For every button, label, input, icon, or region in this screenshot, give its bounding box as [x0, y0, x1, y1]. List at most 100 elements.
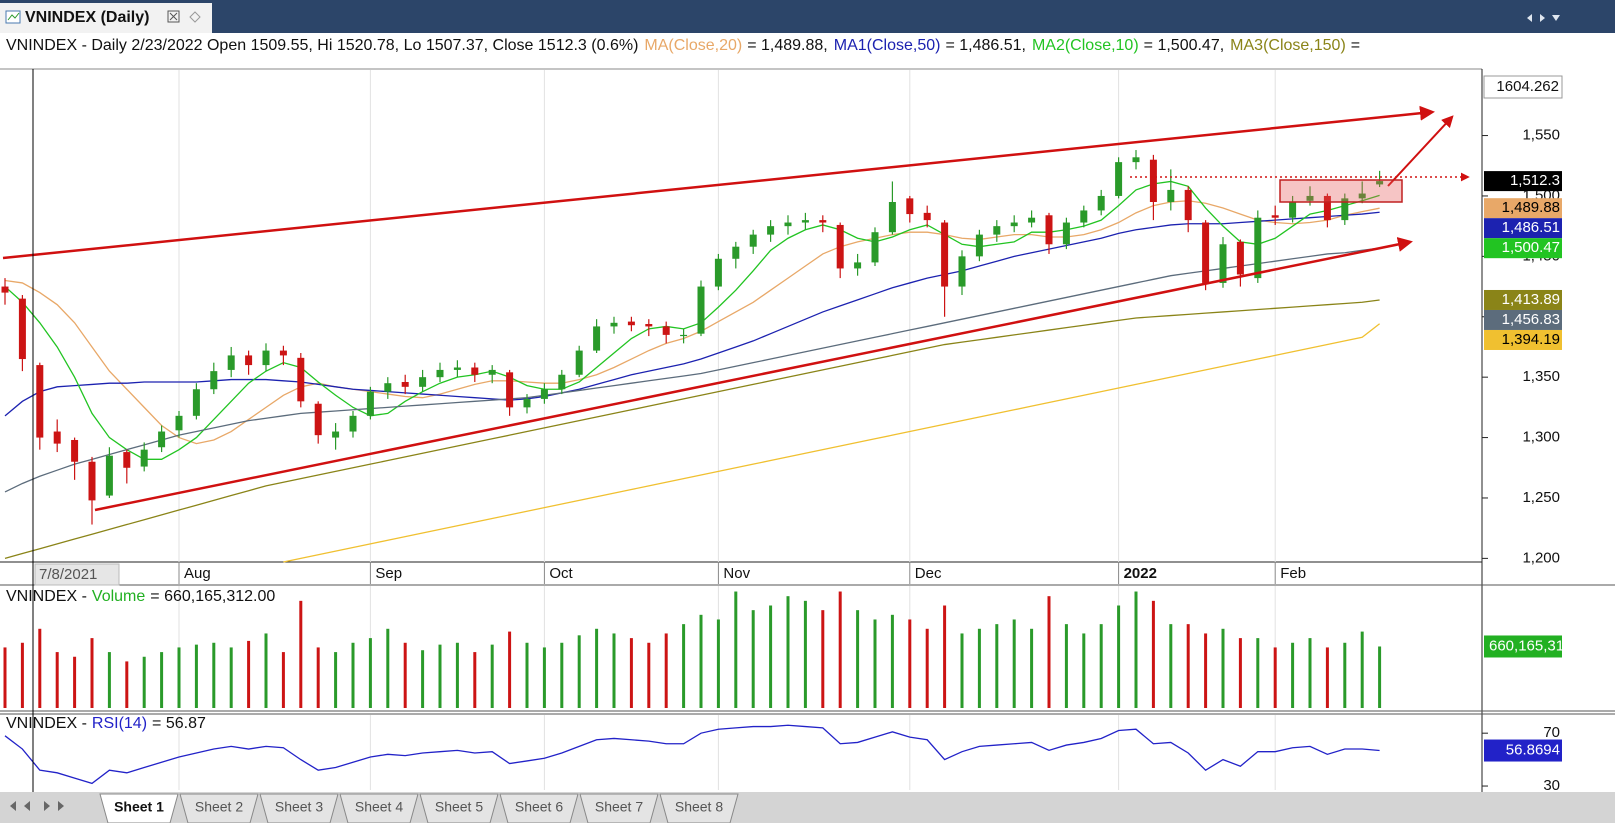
candle-body — [279, 350, 287, 356]
volume-bar — [473, 652, 477, 708]
volume-bar — [386, 628, 390, 708]
candle-body — [506, 372, 514, 408]
volume-bar — [682, 624, 686, 708]
candle-body — [53, 431, 61, 444]
volume-bar — [542, 647, 546, 708]
value-tag-label: 1,394.19 — [1502, 331, 1560, 348]
date-label: 2022 — [1124, 565, 1157, 582]
window-controls[interactable] — [1527, 14, 1560, 22]
sheet-tab[interactable] — [339, 793, 419, 823]
volume-bar — [803, 600, 807, 708]
y-tick-label: 1,200 — [1522, 549, 1560, 566]
sheet-tab-label[interactable]: Sheet 8 — [675, 799, 723, 815]
moving-average-line — [4, 247, 1380, 493]
consolidation-box — [1279, 179, 1403, 203]
volume-bar — [351, 642, 355, 708]
volume-bar — [403, 642, 407, 708]
volume-bar — [90, 638, 94, 708]
candle-body — [1028, 217, 1036, 223]
volume-bar — [142, 656, 146, 708]
date-label: Feb — [1280, 565, 1306, 582]
candle-body — [401, 381, 409, 387]
sheet-tab-label[interactable]: Sheet 5 — [435, 799, 483, 815]
sheet-tab-label[interactable]: Sheet 7 — [595, 799, 643, 815]
volume-bar — [908, 619, 912, 708]
candle-body — [227, 355, 235, 370]
legend-part: VNINDEX - — [6, 588, 87, 605]
y-tick-label: 70 — [1543, 724, 1560, 741]
rsi-line — [4, 724, 1380, 785]
volume-bar — [856, 610, 860, 708]
candle-body — [1010, 222, 1018, 227]
moving-average-line — [4, 211, 1380, 417]
value-tag-label: 1,413.89 — [1502, 291, 1560, 308]
volume-bar — [786, 596, 790, 708]
sheet-tab[interactable] — [259, 793, 339, 823]
volume-bar — [3, 647, 7, 708]
volume-bar — [316, 647, 320, 708]
value-tag — [1484, 198, 1562, 219]
candle-body — [1219, 244, 1227, 283]
volume-bar — [664, 633, 668, 708]
moving-average-line — [283, 323, 1380, 563]
candle-body — [1, 286, 9, 293]
sheet-tab-label[interactable]: Sheet 1 — [114, 799, 164, 815]
breakout-arrow — [1387, 115, 1454, 187]
sheet-tab-label[interactable]: Sheet 3 — [275, 799, 323, 815]
volume-bar — [1291, 642, 1295, 708]
plot-layer: Aug Sep Oct Nov Dec 2022 Feb 1,200 1,250 1,300 1,3… — [1, 70, 1562, 794]
volume-bar — [438, 644, 442, 708]
candle-body — [384, 383, 392, 392]
value-tag — [1484, 218, 1562, 239]
volume-bar — [194, 644, 198, 708]
candle-body — [88, 461, 96, 501]
sheet-tab-label[interactable]: Sheet 2 — [195, 799, 243, 815]
sheet-tab-label[interactable]: Sheet 6 — [515, 799, 563, 815]
volume-bar — [1186, 624, 1190, 708]
candle-body — [349, 415, 357, 432]
volume-bar — [1204, 633, 1208, 708]
float-button[interactable] — [189, 11, 201, 23]
volume-bar — [925, 628, 929, 708]
candle-body — [801, 220, 809, 223]
volume-bar — [734, 591, 738, 708]
volume-bar — [1117, 605, 1121, 708]
candle-body — [958, 256, 966, 287]
sheet-tab[interactable] — [419, 793, 499, 823]
y-tick-label: 1,250 — [1522, 489, 1560, 506]
legend-series-name: MA1(Close,50) — [834, 37, 941, 54]
legend-series-name: MA2(Close,10) — [1032, 37, 1139, 54]
legend-series-value: = 1,500.47, — [1144, 37, 1225, 54]
volume-bar — [525, 642, 529, 708]
sheet-tab[interactable] — [579, 793, 659, 823]
value-tag — [1484, 238, 1562, 259]
sheet-tab[interactable] — [99, 793, 179, 823]
volume-bar — [943, 605, 947, 708]
value-tag-label: 1,456.83 — [1502, 311, 1560, 328]
volume-bar — [612, 633, 616, 708]
window-tab[interactable] — [0, 3, 212, 33]
sheet-tab[interactable] — [499, 793, 579, 823]
date-label: Nov — [723, 565, 750, 582]
candle-body — [767, 226, 775, 235]
candle-body — [871, 232, 879, 263]
candle-body — [906, 198, 914, 215]
legend-series-value: = — [1351, 37, 1360, 54]
candle-body — [732, 246, 740, 259]
legend-part: RSI(14) — [92, 715, 147, 732]
close-button[interactable] — [167, 10, 180, 23]
y-tick-label: 30 — [1543, 777, 1560, 794]
sheet-tab[interactable] — [659, 793, 739, 823]
volume-bar — [508, 631, 512, 708]
sheet-tab[interactable] — [179, 793, 259, 823]
candle-body — [332, 431, 340, 438]
sheet-tab-label[interactable]: Sheet 4 — [355, 799, 403, 815]
volume-bar — [38, 628, 42, 708]
candle-body — [314, 403, 322, 436]
volume-bar — [595, 628, 599, 708]
volume-bar — [490, 644, 494, 708]
volume-bar — [1325, 647, 1329, 708]
candle-body — [140, 449, 148, 467]
